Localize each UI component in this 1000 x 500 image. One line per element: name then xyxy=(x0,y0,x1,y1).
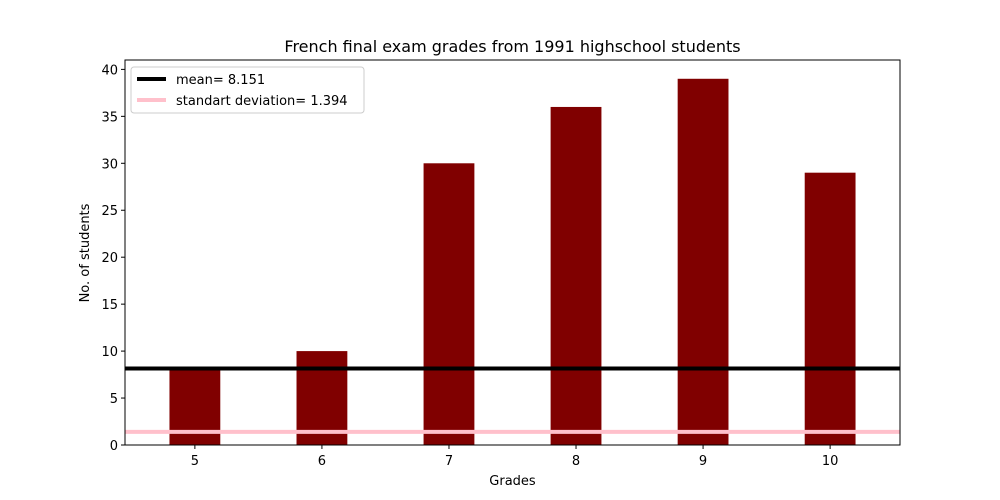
x-tick-label-6: 6 xyxy=(318,454,326,469)
y-tick-label-30: 30 xyxy=(101,157,118,172)
y-tick-label-35: 35 xyxy=(101,110,118,125)
legend: mean= 8.151 standart deviation= 1.394 xyxy=(130,66,365,114)
plot-frame xyxy=(124,59,901,446)
x-tick-label-5: 5 xyxy=(191,454,199,469)
bar-7 xyxy=(423,163,475,446)
legend-mean-label: mean= 8.151 xyxy=(176,73,265,88)
y-tick-label-25: 25 xyxy=(101,204,118,219)
x-tick-label-10: 10 xyxy=(822,454,839,469)
x-tick-label-7: 7 xyxy=(445,454,453,469)
chart-title: French final exam grades from 1991 highs… xyxy=(284,37,740,56)
bar-9 xyxy=(677,78,729,445)
bar-8 xyxy=(550,106,602,445)
legend-std-label: standart deviation= 1.394 xyxy=(176,94,348,109)
bar-10 xyxy=(804,172,856,445)
y-tick-label-40: 40 xyxy=(101,63,118,78)
y-tick-label-15: 15 xyxy=(101,298,118,313)
plot-area: 5 6 7 8 9 10 0 5 10 15 20 25 30 35 40 xyxy=(101,59,901,469)
y-tick-label-5: 5 xyxy=(110,392,118,407)
y-tick-label-0: 0 xyxy=(110,439,118,454)
x-tick-label-8: 8 xyxy=(572,454,580,469)
y-axis-label: No. of students xyxy=(78,203,93,302)
y-tick-label-10: 10 xyxy=(101,345,118,360)
x-axis-label: Grades xyxy=(489,474,536,489)
legend-box xyxy=(130,66,365,114)
y-tick-label-20: 20 xyxy=(101,251,118,266)
x-tick-label-9: 9 xyxy=(699,454,707,469)
